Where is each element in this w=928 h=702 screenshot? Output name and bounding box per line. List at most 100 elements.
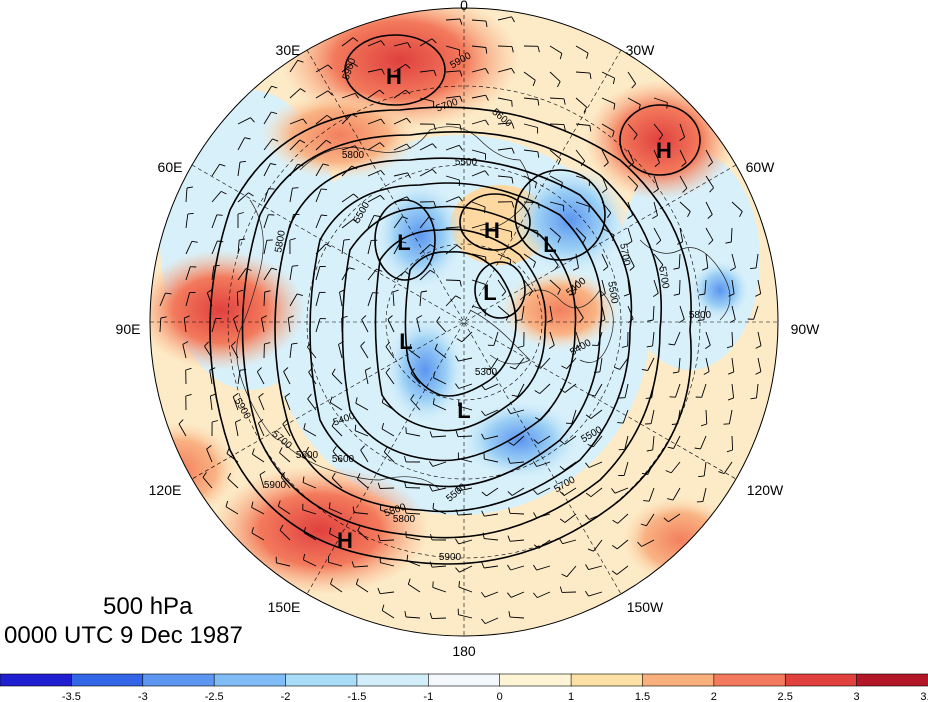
- high-center: H: [386, 64, 402, 89]
- wind-barb-feather: [300, 88, 306, 93]
- wind-barb: [367, 215, 375, 229]
- colorbar-label: -2.5: [205, 691, 224, 702]
- wind-barb-feather: [458, 196, 463, 202]
- wind-barb: [257, 423, 265, 437]
- wind-barb: [237, 268, 247, 281]
- wind-barb-feather: [251, 448, 255, 455]
- wind-barb-feather: [481, 433, 485, 440]
- wind-barb: [341, 145, 356, 151]
- wind-barb-feather: [432, 143, 437, 149]
- wind-barb: [211, 318, 217, 333]
- wind-barb-feather: [429, 269, 436, 274]
- wind-barb: [232, 396, 239, 411]
- wind-barb-feather: [381, 604, 385, 611]
- wind-barb-feather: [239, 160, 247, 163]
- wind-barb-feather: [354, 424, 357, 431]
- wind-barb-feather: [557, 237, 561, 243]
- wind-barb: [731, 279, 735, 294]
- wind-barb: [367, 142, 381, 151]
- longitude-label: 60E: [158, 159, 183, 175]
- wind-barb: [593, 539, 603, 552]
- wind-barb: [509, 512, 525, 515]
- wind-barb-feather: [687, 211, 691, 218]
- wind-barb-feather: [511, 201, 515, 208]
- wind-barb-feather: [641, 368, 648, 371]
- wind-barb: [627, 71, 637, 84]
- wind-barb-feather: [501, 291, 507, 297]
- wind-barb-feather: [406, 143, 411, 149]
- high-center: H: [337, 528, 353, 553]
- wind-barb-feather: [165, 292, 172, 295]
- wind-barb-feather: [385, 367, 391, 373]
- wind-barb: [209, 396, 213, 411]
- wind-barb-feather: [292, 187, 299, 189]
- wind-barb: [367, 292, 373, 307]
- wind-barb-feather: [455, 383, 460, 389]
- wind-barb: [284, 396, 291, 411]
- wind-barb-feather: [216, 214, 223, 216]
- wind-barb-feather: [533, 439, 539, 444]
- wind-barb-feather: [508, 507, 511, 514]
- wind-barb: [702, 487, 707, 502]
- wind-barb: [601, 71, 615, 79]
- wind-barbs: [159, 16, 762, 625]
- wind-barb: [383, 451, 395, 463]
- wind-barb: [393, 89, 406, 99]
- wind-barb-feather: [679, 136, 685, 141]
- wind-barb: [354, 430, 369, 437]
- wind-barb: [599, 357, 603, 372]
- wind-barb-feather: [574, 344, 581, 349]
- wind-barb-feather: [178, 419, 184, 425]
- wind-barb: [385, 372, 395, 385]
- wind-barb: [575, 227, 587, 239]
- wind-barb-feather: [718, 471, 725, 475]
- wind-barb: [315, 214, 322, 229]
- wind-barb-feather: [379, 89, 385, 95]
- wind-barb: [458, 539, 473, 545]
- colorbar-swatch: [428, 673, 501, 687]
- polar-map: 5900 590058005700560055005500580057005400…: [116, 0, 821, 659]
- wind-barb-feather: [381, 68, 385, 75]
- wind-barb-feather: [258, 419, 264, 424]
- wind-barb-feather: [587, 548, 594, 552]
- wind-barb: [497, 279, 507, 292]
- low-center: L: [399, 329, 412, 354]
- wind-barb: [392, 291, 395, 307]
- wind-barb: [513, 435, 525, 446]
- wind-barb: [731, 305, 736, 320]
- wind-barb: [575, 45, 589, 54]
- wind-barb: [315, 266, 321, 281]
- wind-barb: [367, 240, 372, 255]
- wind-barb: [341, 193, 354, 203]
- wind-barb-feather: [433, 371, 436, 378]
- wind-barb-feather: [623, 293, 630, 297]
- wind-barb-feather: [365, 367, 371, 371]
- wind-barb: [419, 269, 431, 281]
- wind-barb: [432, 586, 447, 593]
- wind-barb-feather: [705, 344, 711, 349]
- wind-barb: [458, 586, 473, 593]
- wind-barb-feather: [755, 293, 761, 297]
- wind-barb: [461, 331, 473, 343]
- wind-barb: [329, 402, 343, 411]
- wind-barb: [571, 409, 577, 424]
- wind-barb: [484, 538, 499, 541]
- wind-barb: [700, 435, 707, 450]
- wind-barb: [434, 348, 447, 359]
- wind-barb: [549, 175, 563, 183]
- wind-barb: [575, 123, 590, 126]
- wind-barb-feather: [387, 315, 393, 320]
- wind-barb: [445, 144, 460, 151]
- wind-barb: [206, 448, 213, 463]
- wind-barb-feather: [681, 162, 687, 167]
- wind-barb: [540, 357, 551, 369]
- wind-barb: [341, 92, 356, 99]
- wind-barb: [211, 191, 222, 203]
- wind-barb: [484, 513, 499, 517]
- pressure-level-title: 500 hPa: [103, 593, 193, 620]
- wind-barb: [185, 187, 188, 203]
- wind-barb-feather: [633, 134, 638, 140]
- wind-barb-feather: [709, 187, 714, 193]
- wind-barb: [432, 461, 447, 467]
- wind-barb-feather: [534, 182, 537, 189]
